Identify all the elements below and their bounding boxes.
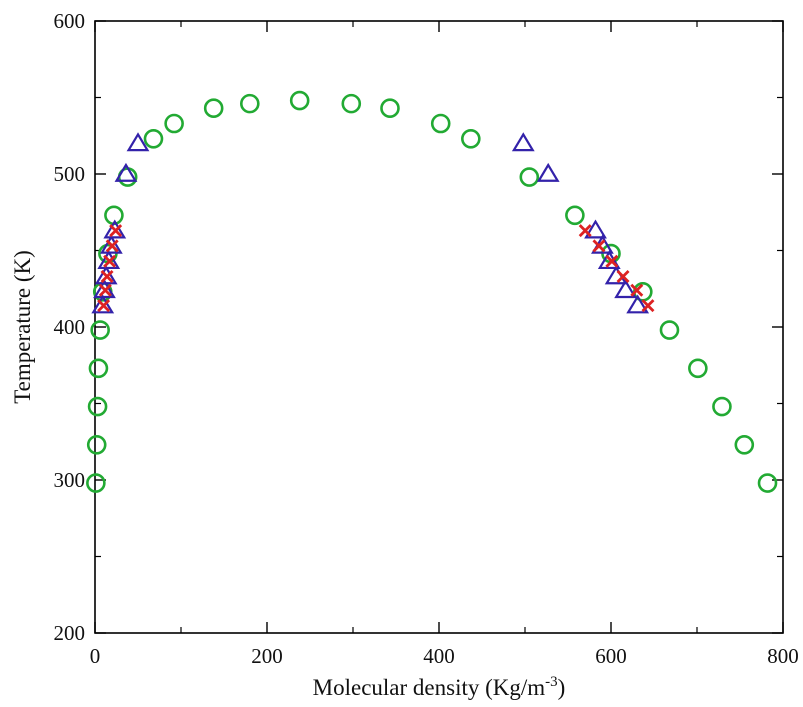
x-tick-label: 0 bbox=[90, 644, 101, 668]
cross-marker bbox=[578, 224, 592, 238]
circle-marker bbox=[380, 98, 400, 119]
circle-marker bbox=[90, 320, 110, 340]
circle-marker bbox=[659, 320, 680, 340]
cross-marker bbox=[109, 224, 123, 238]
circle-marker bbox=[734, 435, 755, 455]
y-tick-label: 600 bbox=[54, 9, 86, 33]
triangle-marker bbox=[99, 234, 123, 254]
circle-marker bbox=[565, 205, 585, 226]
circle-marker bbox=[143, 129, 164, 149]
triangle-marker bbox=[614, 279, 638, 299]
circle-marker bbox=[341, 93, 362, 114]
y-axis-title: Temperature (K) bbox=[10, 250, 35, 404]
circle-marker bbox=[164, 113, 184, 134]
circle-marker bbox=[289, 90, 310, 111]
circle-marker bbox=[87, 396, 108, 417]
circle-marker bbox=[88, 358, 109, 379]
plot-frame bbox=[94, 20, 784, 634]
triangle-marker bbox=[511, 132, 535, 152]
cross-marker bbox=[605, 254, 619, 268]
circle-marker bbox=[461, 129, 481, 149]
triangle-marker bbox=[536, 162, 560, 182]
triangle-marker bbox=[114, 162, 138, 182]
x-tick-label: 200 bbox=[251, 644, 283, 668]
cross-marker bbox=[100, 270, 114, 283]
x-tick-label: 600 bbox=[595, 644, 627, 668]
triangle-marker bbox=[126, 132, 150, 152]
circle-marker bbox=[203, 98, 224, 119]
circle-marker bbox=[430, 113, 451, 134]
y-tick-label: 500 bbox=[54, 162, 86, 186]
circle-marker bbox=[712, 396, 732, 417]
x-axis-title-text: Molecular density (Kg/m bbox=[313, 675, 546, 700]
triangle-marker bbox=[584, 219, 607, 239]
triangle-marker bbox=[626, 294, 650, 314]
cross-marker bbox=[105, 239, 119, 253]
cross-marker bbox=[641, 299, 655, 313]
y-tick-label: 200 bbox=[54, 621, 86, 645]
x-tick-label: 400 bbox=[423, 644, 455, 668]
axis-ticks bbox=[94, 20, 784, 634]
cross-marker bbox=[616, 270, 630, 283]
circle-marker bbox=[86, 473, 106, 493]
circle-marker bbox=[240, 93, 260, 114]
x-axis-title-suffix: ) bbox=[558, 675, 566, 700]
x-axis-title: Molecular density (Kg/m-3) bbox=[313, 674, 566, 700]
circle-marker bbox=[688, 358, 708, 379]
triangle-marker bbox=[91, 294, 115, 314]
triangle-marker bbox=[103, 219, 127, 239]
circle-marker bbox=[757, 473, 778, 493]
data-markers bbox=[86, 90, 778, 493]
cross-marker bbox=[98, 283, 112, 297]
triangle-marker bbox=[93, 279, 116, 299]
y-tick-label: 400 bbox=[54, 315, 86, 339]
cross-marker bbox=[630, 283, 644, 297]
cross-marker bbox=[592, 239, 606, 253]
circle-marker bbox=[86, 435, 107, 455]
triangle-marker bbox=[97, 250, 121, 270]
cross-marker bbox=[103, 254, 117, 268]
circle-marker bbox=[519, 167, 540, 187]
x-tick-label: 800 bbox=[767, 644, 799, 668]
y-tick-label: 300 bbox=[54, 468, 86, 492]
x-axis-title-superscript: -3 bbox=[545, 674, 558, 690]
cross-marker bbox=[97, 299, 111, 313]
